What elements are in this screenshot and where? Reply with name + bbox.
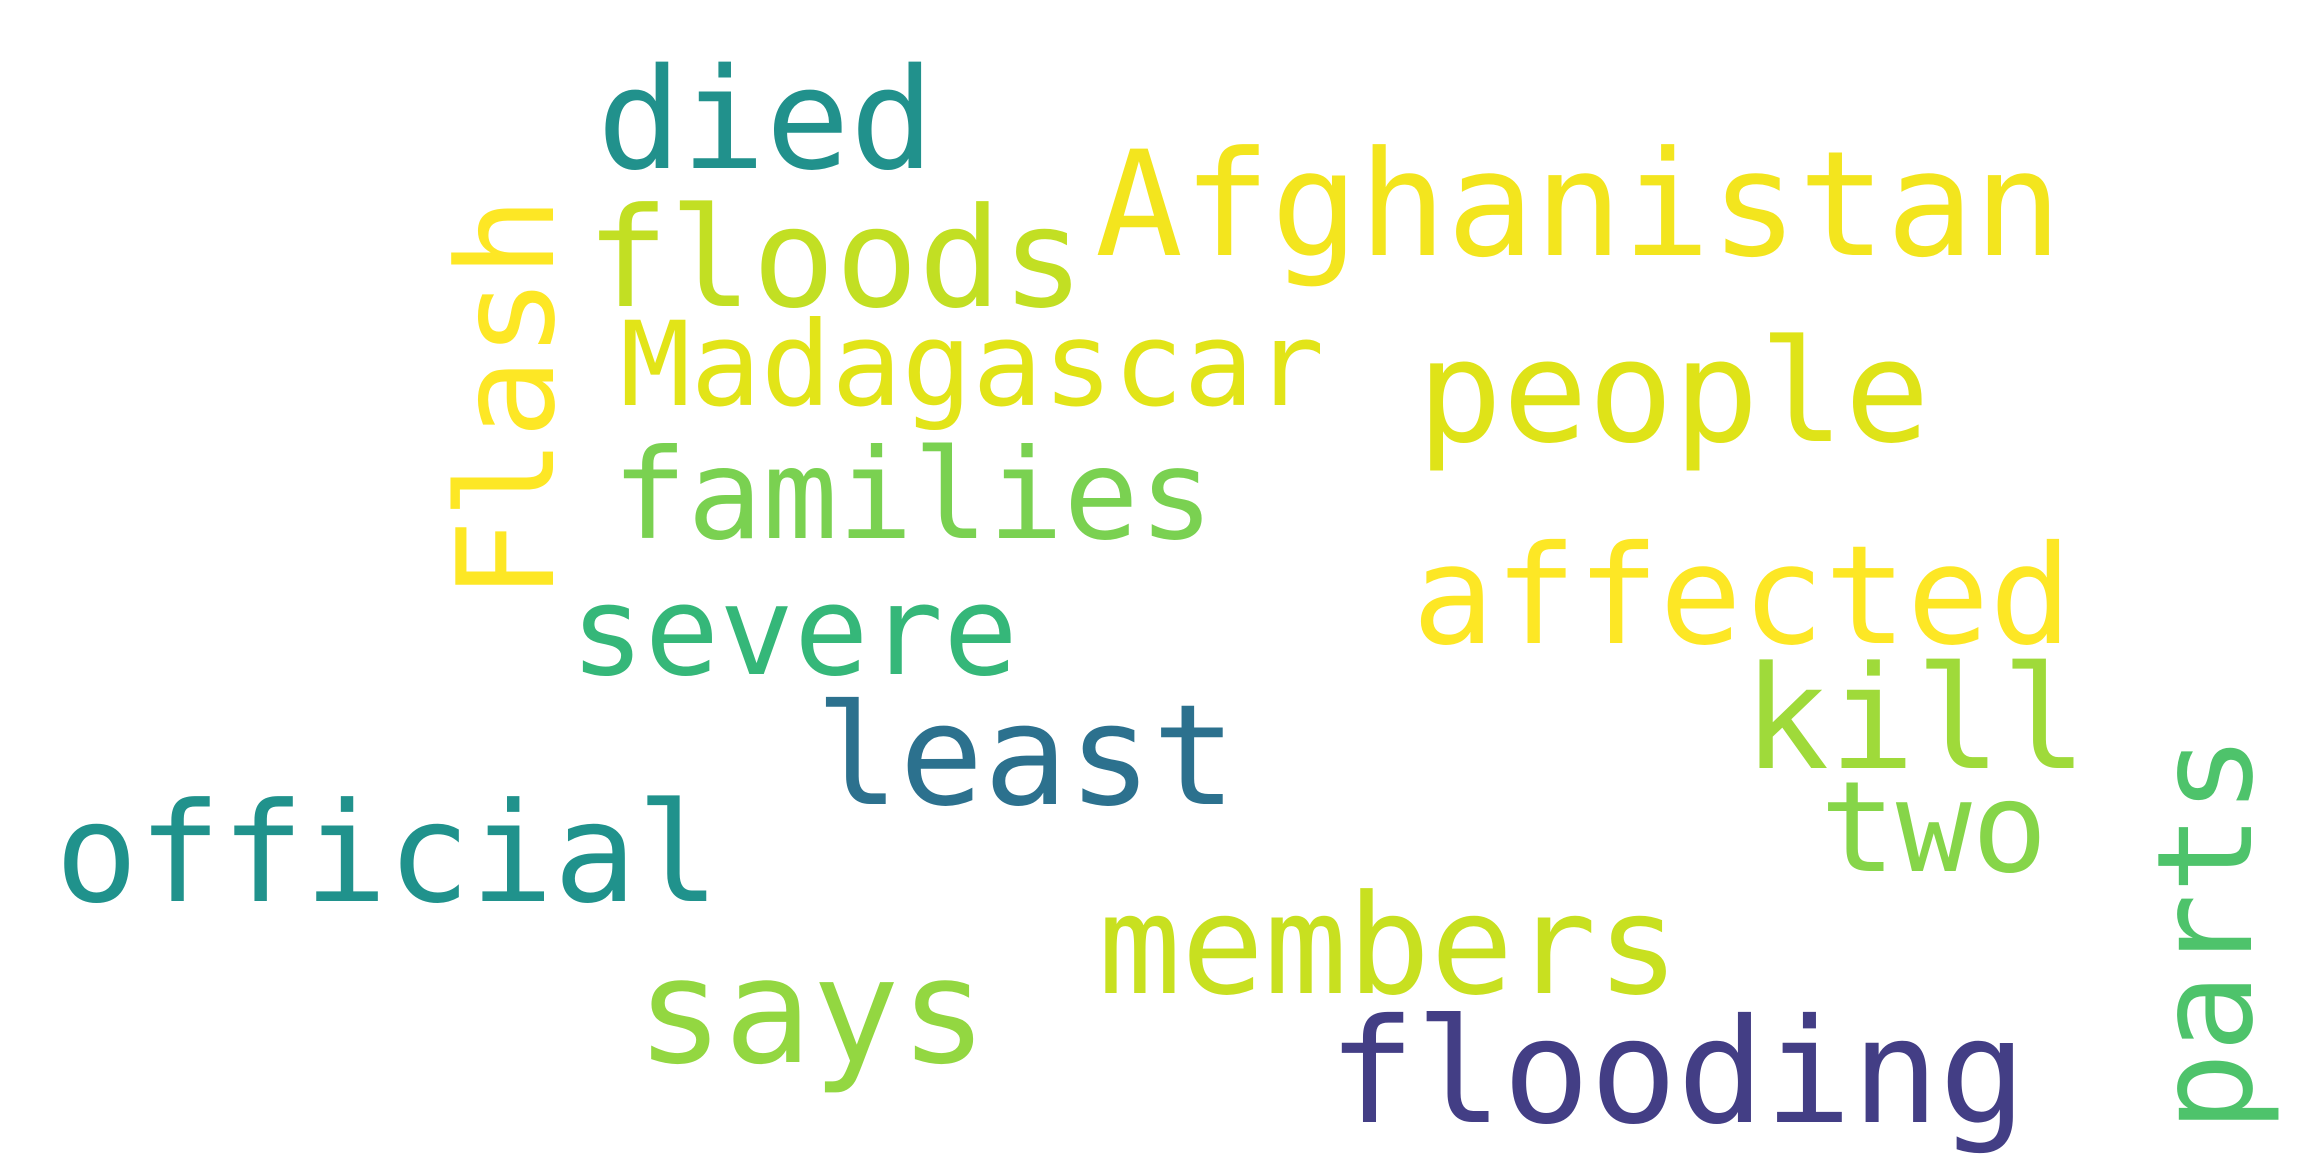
word-least: least	[815, 675, 1237, 838]
word-flash: Flash	[429, 196, 585, 600]
word-severe: severe	[570, 560, 1018, 704]
word-floods: floods	[586, 178, 1085, 339]
word-two: two	[1820, 754, 2048, 901]
word-official: official	[55, 773, 720, 934]
word-kill: kill	[1743, 635, 2088, 802]
word-people: people	[1417, 310, 1930, 475]
word-families: families	[612, 423, 1215, 568]
word-afghanistan: Afghanistan	[1095, 120, 2062, 290]
word-says: says	[636, 927, 988, 1097]
word-parts: parts	[2129, 734, 2283, 1132]
word-madagascar: Madagascar	[620, 296, 1325, 433]
word-affected: affected	[1412, 517, 2072, 676]
word-died: died	[597, 39, 935, 202]
word-flooding: flooding	[1328, 988, 2027, 1157]
word-members: members	[1098, 865, 1680, 1026]
